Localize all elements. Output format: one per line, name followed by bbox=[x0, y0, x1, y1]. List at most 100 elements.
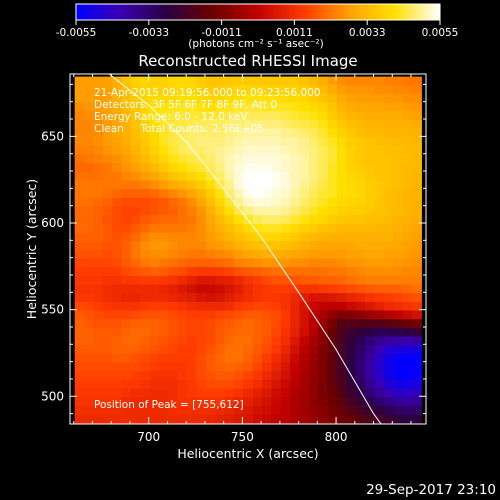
heatmap-cell bbox=[374, 258, 385, 268]
heatmap-cell bbox=[177, 414, 188, 424]
heatmap-cell bbox=[318, 353, 329, 364]
heatmap-cell bbox=[93, 319, 104, 329]
heatmap-cell bbox=[337, 336, 347, 346]
heatmap-cell bbox=[290, 301, 301, 312]
heatmap-cell bbox=[299, 336, 310, 346]
heatmap-cell bbox=[102, 327, 113, 338]
heatmap-cell bbox=[130, 232, 141, 242]
heatmap-cell bbox=[365, 379, 376, 390]
heatmap-cell bbox=[93, 371, 104, 381]
heatmap-cell bbox=[196, 85, 207, 95]
heatmap-cell bbox=[280, 388, 291, 398]
heatmap-cell bbox=[299, 119, 310, 130]
heatmap-cell bbox=[374, 223, 385, 234]
heatmap-cell bbox=[224, 163, 235, 173]
heatmap-cell bbox=[337, 353, 347, 364]
heatmap-cell bbox=[149, 388, 160, 398]
heatmap-cell bbox=[187, 397, 198, 407]
heatmap-cell bbox=[196, 137, 207, 147]
heatmap-cell bbox=[140, 336, 151, 346]
heatmap-cell bbox=[102, 284, 113, 294]
heatmap-cell bbox=[383, 414, 394, 424]
heatmap-cell bbox=[290, 76, 301, 86]
heatmap-cell bbox=[299, 249, 310, 260]
heatmap-cell bbox=[365, 258, 376, 268]
heatmap-cell bbox=[252, 379, 263, 390]
heatmap-cell bbox=[411, 232, 422, 242]
heatmap-cell bbox=[355, 379, 366, 390]
heatmap-cell bbox=[74, 241, 85, 251]
heatmap-cell bbox=[290, 345, 301, 355]
heatmap-cell bbox=[130, 310, 141, 320]
heatmap-cell bbox=[243, 405, 254, 416]
heatmap-cell bbox=[130, 371, 141, 381]
heatmap-cell bbox=[252, 206, 263, 216]
heatmap-cell bbox=[337, 362, 347, 372]
heatmap-cell bbox=[102, 154, 113, 164]
heatmap-cell bbox=[168, 353, 179, 364]
heatmap-cell bbox=[93, 111, 104, 121]
heatmap-cell bbox=[74, 223, 85, 234]
heatmap-cell bbox=[84, 267, 95, 277]
heatmap-cell bbox=[318, 267, 329, 277]
heatmap-cell bbox=[290, 232, 301, 242]
heatmap-cell bbox=[74, 154, 85, 164]
heatmap-cell bbox=[93, 171, 104, 182]
heatmap-cell bbox=[243, 93, 254, 104]
heatmap-cell bbox=[140, 258, 151, 268]
heatmap-cell bbox=[74, 76, 85, 86]
heatmap-cell bbox=[280, 206, 291, 216]
heatmap-cell bbox=[112, 345, 123, 355]
heatmap-cell bbox=[365, 327, 376, 338]
heatmap-cell bbox=[233, 111, 244, 121]
heatmap-cell bbox=[130, 301, 141, 312]
heatmap-cell bbox=[168, 119, 179, 130]
heatmap-cell bbox=[243, 197, 254, 208]
heatmap-cell bbox=[393, 241, 404, 251]
heatmap-cell bbox=[327, 267, 338, 277]
heatmap-cell bbox=[355, 267, 366, 277]
heatmap-cell bbox=[374, 111, 385, 121]
heatmap-cell bbox=[280, 345, 291, 355]
heatmap-cell bbox=[393, 154, 404, 164]
heatmap-cell bbox=[187, 206, 198, 216]
heatmap-cell bbox=[299, 388, 310, 398]
heatmap-cell bbox=[177, 397, 188, 407]
heatmap-cell bbox=[130, 154, 141, 164]
heatmap-cell bbox=[93, 301, 104, 312]
heatmap-cell bbox=[112, 119, 123, 130]
heatmap-cell bbox=[346, 414, 357, 424]
heatmap-cell bbox=[177, 267, 188, 277]
heatmap-cell bbox=[93, 397, 104, 407]
heatmap-cell bbox=[280, 267, 291, 277]
heatmap-cell bbox=[374, 197, 385, 208]
heatmap-cell bbox=[252, 145, 263, 156]
heatmap-cell bbox=[280, 93, 291, 104]
heatmap-cell bbox=[74, 171, 85, 182]
heatmap-cell bbox=[233, 275, 244, 286]
heatmap-cell bbox=[327, 275, 338, 286]
heatmap-cell bbox=[243, 189, 254, 199]
heatmap-cell bbox=[130, 319, 141, 329]
heatmap-cell bbox=[196, 171, 207, 182]
heatmap-cell bbox=[308, 102, 319, 112]
heatmap-cell bbox=[327, 405, 338, 416]
heatmap-cell bbox=[130, 180, 141, 190]
heatmap-cell bbox=[243, 111, 254, 121]
heatmap-cell bbox=[374, 145, 385, 156]
heatmap-cell bbox=[327, 76, 338, 86]
heatmap-cell bbox=[233, 145, 244, 156]
heatmap-cell bbox=[280, 223, 291, 234]
heatmap-cell bbox=[224, 189, 235, 199]
heatmap-cell bbox=[168, 145, 179, 156]
heatmap-cell bbox=[411, 258, 422, 268]
heatmap-cell bbox=[355, 258, 366, 268]
heatmap-cell bbox=[177, 76, 188, 86]
heatmap-cell bbox=[205, 310, 216, 320]
heatmap-cell bbox=[187, 223, 198, 234]
heatmap-cell bbox=[308, 128, 319, 138]
heatmap-cell bbox=[74, 293, 85, 303]
heatmap-cell bbox=[383, 180, 394, 190]
heatmap-cell bbox=[318, 102, 329, 112]
heatmap-cell bbox=[327, 171, 338, 182]
